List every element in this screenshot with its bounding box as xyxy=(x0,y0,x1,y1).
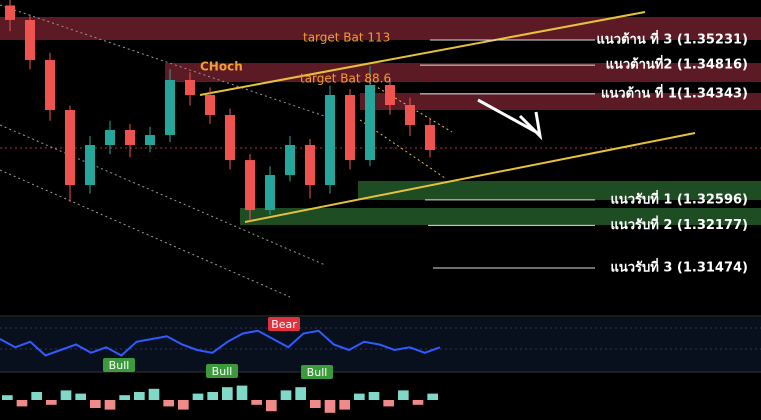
candle-body xyxy=(305,144,315,186)
histogram-bar xyxy=(354,393,365,400)
annotation: target Bat 113 xyxy=(303,31,390,45)
histogram-bar xyxy=(46,400,57,405)
candle-body xyxy=(105,130,115,145)
trend-line xyxy=(199,11,646,96)
histogram-bar xyxy=(134,392,145,400)
histogram-bar xyxy=(251,400,262,405)
histogram-bar xyxy=(119,395,130,400)
histogram-bar xyxy=(324,400,336,413)
signal-badge xyxy=(103,358,135,372)
channel-line xyxy=(0,124,326,266)
level-label: แนวรับที่ 3 (1.31474) xyxy=(610,258,748,276)
resistance-zone xyxy=(165,63,761,82)
signal-label: Bull xyxy=(212,365,233,378)
signal-label: Bull xyxy=(109,359,130,372)
histogram-bar xyxy=(368,392,380,400)
signal-badge xyxy=(206,364,238,378)
histogram-bar xyxy=(163,400,174,407)
candle-body xyxy=(125,130,135,145)
histogram-bar xyxy=(398,390,409,400)
trend-line xyxy=(244,132,696,223)
level-label: แนวต้าน ที่ 3 (1.35231) xyxy=(597,29,748,47)
oscillator-line xyxy=(0,329,441,357)
candle-body xyxy=(425,125,435,151)
resistance-zone xyxy=(0,17,761,40)
channel-line xyxy=(0,4,331,119)
support-zone xyxy=(240,208,761,225)
histogram-bar xyxy=(207,392,218,400)
candle-body xyxy=(265,175,275,211)
level-label: แนวต้านที่2 (1.34816) xyxy=(606,55,748,73)
candle-body xyxy=(65,110,75,186)
signal-label: Bear xyxy=(271,318,297,331)
histogram-bar xyxy=(383,400,394,407)
candle-body xyxy=(165,79,175,136)
histogram-bar xyxy=(412,400,424,405)
histogram-bar xyxy=(310,400,321,408)
histogram-bar xyxy=(60,390,72,400)
level-label: แนวรับที่ 1 (1.32596) xyxy=(610,189,748,207)
candle-body xyxy=(325,94,335,186)
histogram-bar xyxy=(280,390,292,400)
candle-body xyxy=(85,144,95,186)
signal-label: Bull xyxy=(307,366,328,379)
candle-body xyxy=(285,144,295,176)
histogram-bar xyxy=(427,393,438,400)
level-label: แนวต้าน ที่ 1(1.34343) xyxy=(601,83,748,101)
flag-line xyxy=(359,119,446,179)
histogram-bar xyxy=(90,400,101,408)
histogram-bar xyxy=(339,400,350,410)
signal-badge xyxy=(301,365,333,379)
candle-body xyxy=(345,94,355,161)
histogram-bar xyxy=(31,392,42,400)
candle-body xyxy=(245,160,255,211)
candle-body xyxy=(5,5,15,20)
annotation: target Bat 88.6 xyxy=(300,72,391,86)
signal-badge xyxy=(268,317,300,331)
histogram-bar xyxy=(192,393,204,400)
histogram-bar xyxy=(222,387,233,400)
candle-body xyxy=(205,94,215,116)
histogram-bar xyxy=(236,385,248,400)
histogram-bar xyxy=(266,400,277,412)
candle-body xyxy=(45,60,55,111)
level-label: แนวรับที่ 2 (1.32177) xyxy=(610,215,748,233)
histogram-bar xyxy=(16,400,28,407)
candle-body xyxy=(385,85,395,105)
candle-body xyxy=(145,135,155,145)
histogram-bar xyxy=(75,393,86,400)
histogram-bar xyxy=(2,395,13,400)
candle-body xyxy=(365,85,375,161)
candle-body xyxy=(185,79,195,95)
arrow xyxy=(477,98,543,141)
support-zone xyxy=(358,181,761,200)
resistance-zone xyxy=(360,93,761,110)
histogram-bar xyxy=(148,388,160,400)
candle-body xyxy=(25,19,35,61)
annotation: CHoch xyxy=(200,60,243,74)
histogram-bar xyxy=(104,400,116,410)
candle-body xyxy=(405,105,415,126)
candle-body xyxy=(225,115,235,161)
histogram-bar xyxy=(178,400,189,410)
histogram-bar xyxy=(295,387,306,400)
